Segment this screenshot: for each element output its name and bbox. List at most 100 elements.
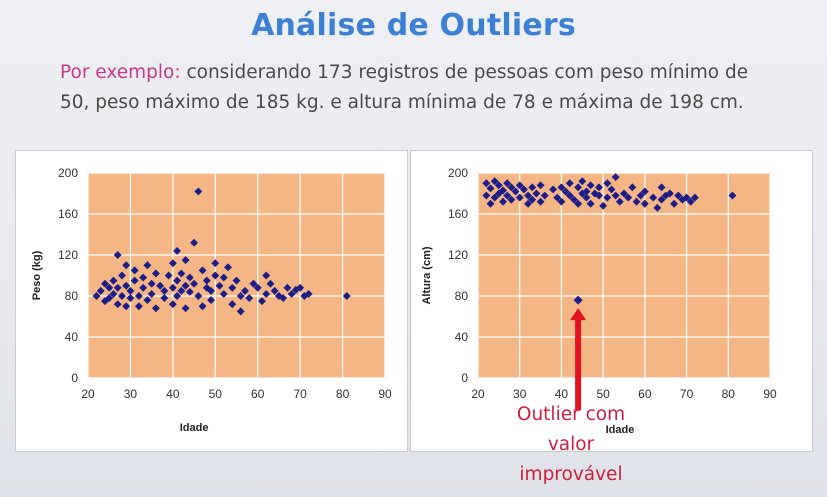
data-point (134, 292, 143, 300)
height-chart-panel: 0 40 80 120 160 200 20 30 40 50 60 70 80 90 Idade Altur… (410, 150, 813, 452)
intro-lead: Por exemplo: (60, 62, 181, 83)
y-tick-label: 80 (455, 289, 469, 303)
x-tick-label: 90 (763, 387, 777, 401)
data-point (249, 279, 258, 288)
data-point (190, 279, 199, 288)
data-point (486, 199, 495, 208)
x-tick-label: 60 (638, 387, 652, 401)
data-point (611, 191, 620, 200)
data-point (139, 273, 148, 282)
data-point (177, 269, 186, 278)
data-point (640, 199, 649, 208)
data-point (92, 292, 101, 300)
y-tick-label: 200 (448, 166, 468, 180)
data-point (202, 276, 211, 285)
data-point (164, 271, 173, 280)
x-tick-label: 30 (513, 387, 527, 401)
data-point (486, 184, 495, 193)
data-point (536, 197, 545, 206)
data-point (122, 281, 131, 290)
data-point (156, 281, 165, 290)
data-point (574, 199, 583, 208)
slide-title: Análise de Outliers (251, 8, 576, 43)
data-point (181, 281, 190, 290)
data-point (147, 279, 156, 288)
x-tick-label: 60 (251, 387, 265, 401)
data-point (640, 187, 649, 196)
data-point (96, 286, 105, 295)
data-point (507, 183, 516, 192)
data-point (160, 294, 169, 303)
data-point (228, 300, 237, 309)
y-axis-label: Altura (cm) (421, 246, 433, 304)
data-point (198, 266, 207, 275)
outlier-note: Outlier com valor improvável (516, 404, 626, 485)
x-tick-label: 50 (596, 387, 610, 401)
intro-text: Por exemplo: considerando 173 registros … (60, 58, 780, 118)
data-point (143, 296, 152, 305)
y-tick-label: 120 (448, 248, 468, 262)
data-point (257, 297, 266, 306)
intro-body: considerando 173 registros de pessoas co… (60, 62, 749, 113)
y-tick-label: 40 (65, 330, 79, 344)
data-point (122, 302, 131, 311)
weight-chart-panel: 0 40 80 120 160 200 20 30 40 50 60 70 80 90 Idade Peso … (15, 150, 408, 452)
data-point (270, 286, 279, 295)
data-point (266, 279, 275, 288)
data-point (126, 286, 135, 295)
plot-area (477, 172, 771, 379)
data-point (139, 283, 148, 292)
data-point (599, 201, 608, 210)
data-point (109, 276, 118, 285)
y-tick-label: 160 (448, 207, 468, 221)
data-point (147, 289, 156, 298)
data-point (151, 304, 160, 313)
outlier-arrow-head (570, 308, 587, 321)
data-point (198, 302, 207, 311)
data-point (194, 292, 203, 300)
data-point (657, 195, 666, 204)
data-point (561, 187, 570, 196)
data-point (173, 276, 182, 285)
x-tick-label: 20 (471, 387, 485, 401)
x-tick-label: 20 (81, 387, 95, 401)
outlier-arrow-shaft (575, 318, 582, 411)
data-point (228, 283, 237, 292)
data-point (207, 296, 216, 305)
data-point (160, 286, 169, 295)
x-tick-label: 70 (293, 387, 307, 401)
data-point (211, 271, 220, 280)
data-point (573, 295, 583, 305)
y-tick-label: 200 (58, 166, 78, 180)
y-axis-label: Peso (kg) (31, 250, 43, 300)
data-point (574, 183, 583, 192)
data-point (122, 261, 131, 270)
data-point (134, 302, 143, 311)
data-point (168, 283, 177, 292)
data-point (245, 294, 254, 303)
y-tick-label: 80 (65, 289, 79, 303)
x-tick-label: 40 (166, 387, 180, 401)
data-point (507, 195, 516, 204)
data-point (236, 307, 245, 316)
x-tick-label: 80 (722, 387, 736, 401)
x-tick-label: 90 (378, 387, 392, 401)
data-point (130, 266, 139, 275)
data-point (519, 185, 528, 194)
data-point (586, 199, 595, 208)
data-point (262, 289, 271, 298)
data-point (636, 191, 645, 200)
x-tick-label: 70 (680, 387, 694, 401)
x-axis-label: Idade (606, 424, 635, 436)
data-point (117, 271, 126, 280)
data-point (177, 286, 186, 295)
data-point (207, 286, 216, 295)
data-point (665, 189, 674, 198)
x-tick-label: 30 (124, 387, 138, 401)
data-point (653, 203, 662, 212)
y-tick-label: 120 (58, 248, 78, 262)
x-tick-label: 80 (336, 387, 350, 401)
data-point (185, 287, 194, 296)
data-point (130, 276, 139, 285)
x-tick-label: 40 (555, 387, 569, 401)
